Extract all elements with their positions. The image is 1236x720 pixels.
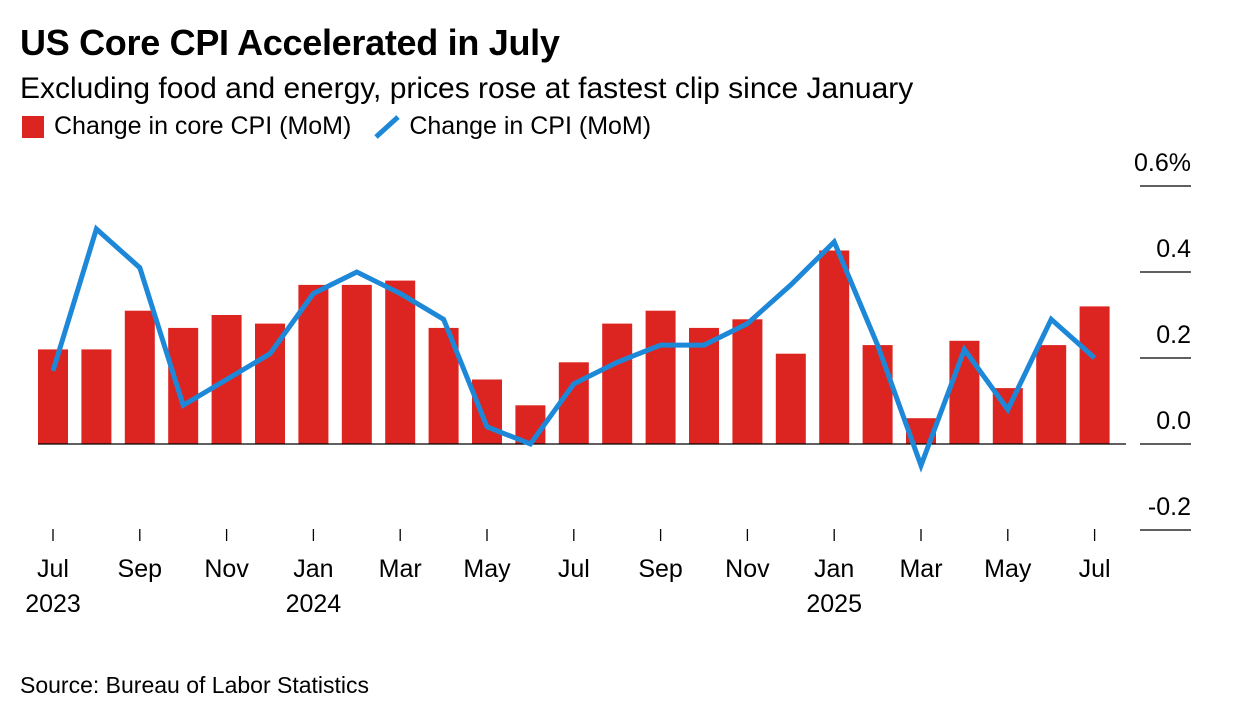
- bar-core-cpi-jul-2024: [558, 362, 589, 444]
- x-tick-year-label: 2025: [806, 590, 862, 618]
- x-tick-label: Jul: [1079, 555, 1111, 583]
- legend-item-cpi: Change in CPI (MoM): [373, 112, 651, 141]
- x-tick-label: Jan: [814, 555, 854, 583]
- bar-core-cpi-jul-2025: [1079, 306, 1110, 444]
- x-tick-label: May: [463, 555, 511, 583]
- legend-bar-swatch: [22, 115, 44, 138]
- bar-core-cpi-oct-2023: [168, 327, 199, 444]
- bar-core-cpi-dec-2024: [775, 353, 806, 444]
- x-tick-year-label: 2023: [25, 590, 81, 618]
- source-note: Source: Bureau of Labor Statistics: [20, 672, 370, 698]
- x-tick-label: Sep: [638, 555, 682, 583]
- legend-label-core-cpi: Change in core CPI (MoM): [54, 112, 352, 140]
- x-tick-label: Jul: [37, 555, 69, 583]
- y-tick-label: -0.2: [1148, 493, 1191, 521]
- x-tick-label: Nov: [725, 555, 770, 583]
- x-axis: Jul 2023 Sep Nov Jan 2024 Mar May Jul Sep Nov Jan 20…: [25, 529, 1111, 618]
- bar-core-cpi-aug-2023: [81, 349, 112, 444]
- legend: Change in core CPI (MoM) Change in CPI (…: [22, 112, 673, 141]
- x-tick-label: Nov: [204, 555, 249, 583]
- bar-core-cpi-nov-2024: [732, 319, 763, 444]
- chart-title: US Core CPI Accelerated in July: [20, 22, 560, 63]
- chart-subtitle: Excluding food and energy, prices rose a…: [20, 72, 914, 105]
- y-tick-label: 0.0: [1156, 407, 1191, 435]
- y-tick-label: 0.6%: [1134, 149, 1191, 177]
- y-tick-label: 0.4: [1156, 235, 1191, 263]
- bar-core-cpi-aug-2024: [602, 323, 633, 444]
- bar-core-cpi-jun-2025: [1036, 345, 1067, 444]
- y-tick-label: 0.2: [1156, 321, 1191, 349]
- y-axis: 0.6% 0.4 0.2 0.0 -0.2: [1134, 149, 1191, 531]
- legend-item-core-cpi: Change in core CPI (MoM): [22, 112, 351, 141]
- x-tick-label: Sep: [118, 555, 162, 583]
- bar-core-cpi-jan-2025: [819, 250, 850, 444]
- x-tick-label: Jan: [293, 555, 333, 583]
- bar-core-cpi-mar-2024: [385, 280, 416, 444]
- x-tick-label: Mar: [379, 555, 422, 583]
- line-series-cpi: [50, 224, 1097, 473]
- bar-core-cpi-feb-2024: [341, 284, 372, 444]
- legend-label-cpi: Change in CPI (MoM): [409, 112, 652, 140]
- bar-core-cpi-may-2024: [472, 379, 502, 444]
- bar-core-cpi-apr-2025: [949, 340, 980, 444]
- bar-core-cpi-feb-2025: [862, 345, 893, 444]
- x-tick-label: Jul: [558, 555, 590, 583]
- x-tick-year-label: 2024: [286, 590, 342, 618]
- x-tick-label: Mar: [899, 555, 942, 583]
- bar-core-cpi-sep-2023: [124, 310, 155, 444]
- bars-layer: [38, 250, 1110, 444]
- bar-core-cpi-sep-2024: [645, 310, 676, 444]
- legend-line-swatch: [374, 114, 401, 139]
- x-tick-label: May: [984, 555, 1032, 583]
- line-layer: [50, 224, 1097, 473]
